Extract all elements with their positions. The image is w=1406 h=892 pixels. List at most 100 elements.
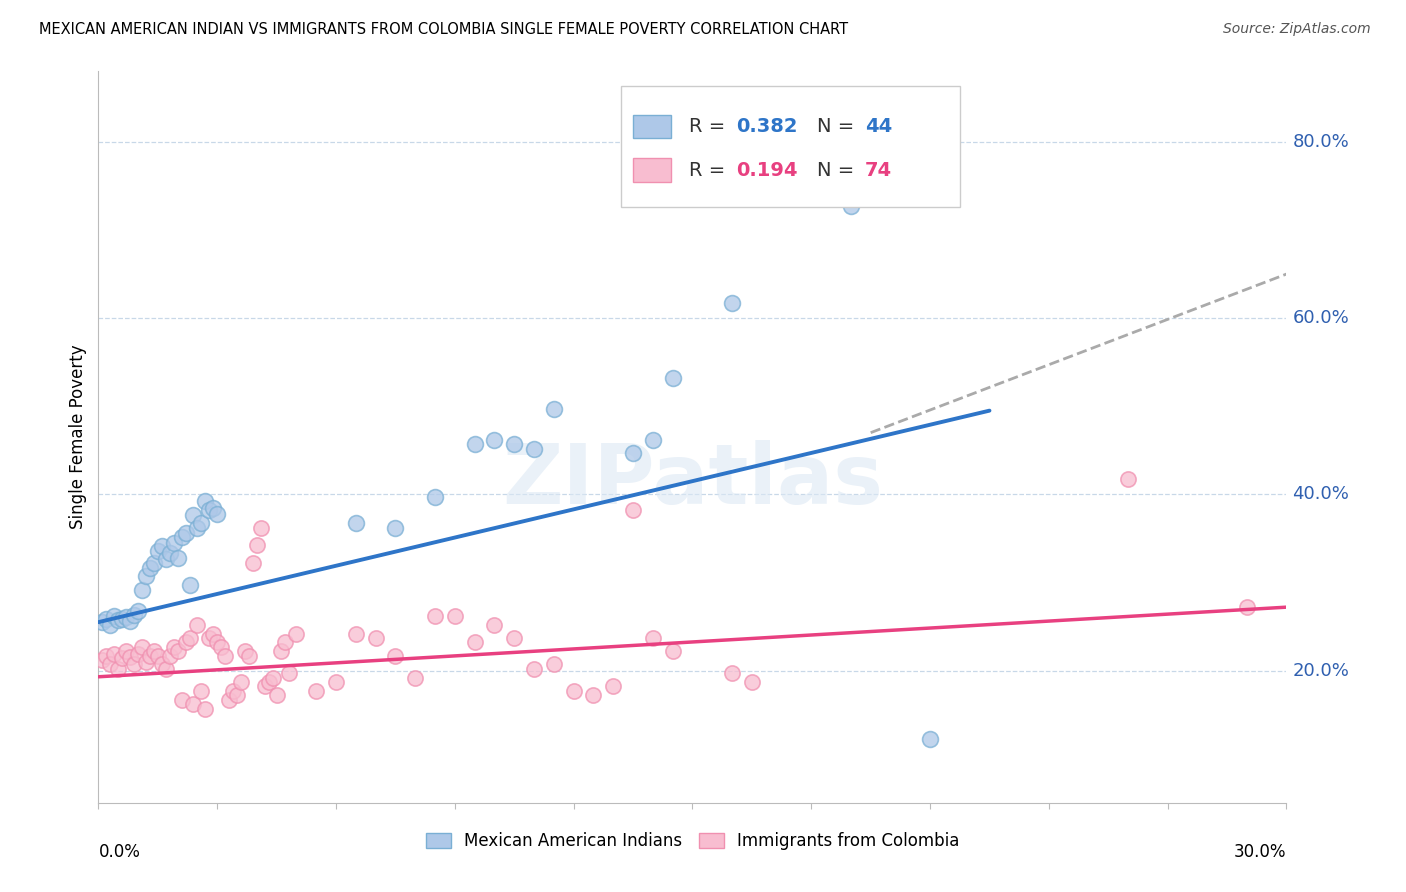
Point <box>839 199 862 213</box>
Point <box>246 539 269 553</box>
Point <box>122 657 145 672</box>
Point <box>582 688 605 702</box>
Point <box>384 521 406 535</box>
Point <box>96 613 118 627</box>
Text: 44: 44 <box>865 117 891 136</box>
Point <box>194 494 217 508</box>
Point <box>344 516 367 530</box>
Point <box>174 635 197 649</box>
Point <box>91 615 114 629</box>
Point <box>91 653 114 667</box>
Point <box>98 617 121 632</box>
Point <box>179 578 201 592</box>
Point <box>120 649 142 664</box>
Y-axis label: Single Female Poverty: Single Female Poverty <box>69 345 87 529</box>
FancyBboxPatch shape <box>633 159 671 182</box>
Point <box>253 680 276 694</box>
Point <box>103 609 125 624</box>
Point <box>127 604 149 618</box>
Point <box>142 556 165 570</box>
Point <box>159 648 181 663</box>
Point <box>344 626 367 640</box>
Point <box>186 617 208 632</box>
Point <box>183 508 205 522</box>
Point <box>285 626 308 640</box>
Point <box>174 526 197 541</box>
Text: N =: N = <box>817 117 860 136</box>
Point <box>163 536 186 550</box>
Point <box>222 684 245 698</box>
Text: 40.0%: 40.0% <box>1292 485 1350 503</box>
Point <box>146 543 169 558</box>
Point <box>238 648 260 663</box>
Point <box>423 490 446 504</box>
Text: R =: R = <box>689 117 731 136</box>
Point <box>202 500 225 515</box>
Text: 74: 74 <box>865 161 891 179</box>
Point <box>107 662 129 676</box>
Point <box>135 655 157 669</box>
Point <box>98 657 121 672</box>
Point <box>170 530 193 544</box>
Point <box>641 631 664 645</box>
Point <box>262 671 284 685</box>
Point <box>166 550 188 565</box>
Point <box>122 608 145 623</box>
Point <box>661 371 683 385</box>
Point <box>741 675 763 690</box>
Point <box>270 644 292 658</box>
Point <box>266 688 288 702</box>
Point <box>229 675 252 690</box>
Point <box>621 446 644 460</box>
Point <box>384 648 406 663</box>
Point <box>1116 472 1139 486</box>
Point <box>107 613 129 627</box>
Point <box>562 684 585 698</box>
Point <box>198 631 221 645</box>
Point <box>423 609 446 624</box>
Point <box>305 684 328 698</box>
Point <box>1236 600 1258 615</box>
Point <box>249 521 271 535</box>
FancyBboxPatch shape <box>621 86 960 207</box>
Point <box>257 675 280 690</box>
Legend: Mexican American Indians, Immigrants from Colombia: Mexican American Indians, Immigrants fro… <box>419 825 966 856</box>
Point <box>103 647 125 661</box>
Point <box>503 437 526 451</box>
Point <box>155 551 177 566</box>
Point <box>96 648 118 663</box>
Point <box>183 697 205 711</box>
Text: 60.0%: 60.0% <box>1292 310 1350 327</box>
Point <box>127 647 149 661</box>
Point <box>503 631 526 645</box>
Point <box>233 644 256 658</box>
Point <box>198 503 221 517</box>
Point <box>131 640 153 654</box>
Point <box>139 648 162 663</box>
Point <box>205 507 228 521</box>
Point <box>444 609 467 624</box>
Point <box>150 657 173 672</box>
FancyBboxPatch shape <box>633 114 671 138</box>
Point <box>120 614 142 628</box>
Point <box>721 296 744 310</box>
Text: ZIPatlas: ZIPatlas <box>502 441 883 522</box>
Text: MEXICAN AMERICAN INDIAN VS IMMIGRANTS FROM COLOMBIA SINGLE FEMALE POVERTY CORREL: MEXICAN AMERICAN INDIAN VS IMMIGRANTS FR… <box>39 22 848 37</box>
Point <box>859 124 882 138</box>
Text: 80.0%: 80.0% <box>1292 133 1350 151</box>
Point <box>202 626 225 640</box>
Point <box>146 648 169 663</box>
Point <box>661 644 683 658</box>
Point <box>218 692 240 706</box>
Point <box>464 437 486 451</box>
Point <box>273 635 295 649</box>
Point <box>190 684 212 698</box>
Point <box>166 644 188 658</box>
Text: 30.0%: 30.0% <box>1234 843 1286 861</box>
Point <box>155 662 177 676</box>
Text: 0.382: 0.382 <box>737 117 799 136</box>
Point <box>186 521 208 535</box>
Point <box>163 640 186 654</box>
Point <box>621 503 644 517</box>
Point <box>404 671 426 685</box>
